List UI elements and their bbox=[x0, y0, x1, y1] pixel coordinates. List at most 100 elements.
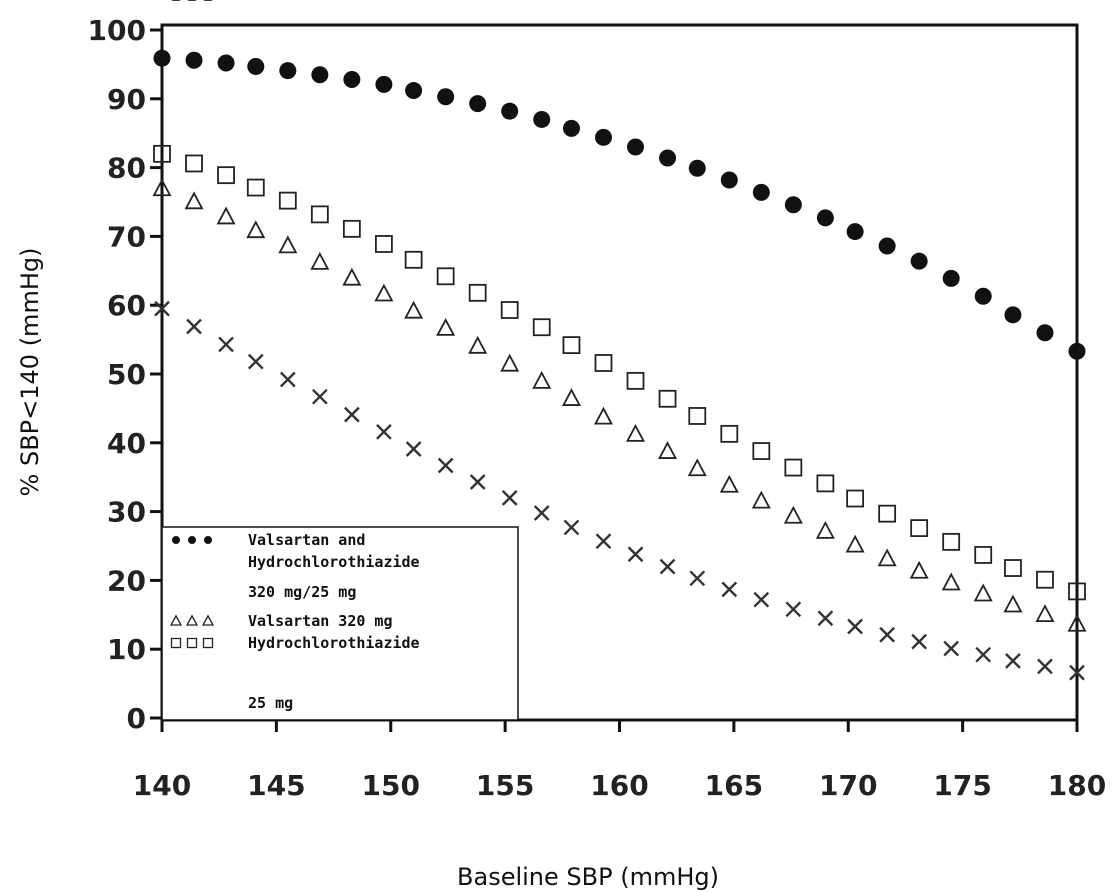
data-point bbox=[501, 102, 519, 120]
data-point bbox=[404, 300, 424, 319]
data-point bbox=[185, 51, 203, 69]
x-tick-label: 155 bbox=[476, 769, 534, 802]
data-point bbox=[1036, 570, 1054, 589]
data-point bbox=[688, 407, 707, 425]
data-point bbox=[846, 223, 864, 241]
data-point bbox=[1004, 559, 1022, 577]
data-point bbox=[247, 57, 265, 75]
data-point bbox=[311, 66, 329, 84]
data-point bbox=[500, 353, 520, 372]
data-point bbox=[469, 95, 487, 113]
legend-marker bbox=[204, 536, 212, 544]
data-point bbox=[185, 154, 203, 173]
data-point bbox=[594, 128, 612, 146]
data-point bbox=[627, 138, 645, 156]
data-point bbox=[626, 371, 645, 390]
data-point bbox=[1069, 664, 1085, 681]
data-point bbox=[376, 423, 392, 440]
series-open-triangle bbox=[152, 178, 1087, 632]
data-point bbox=[975, 646, 992, 663]
data-point bbox=[184, 191, 204, 210]
data-point bbox=[152, 178, 172, 197]
data-point bbox=[374, 283, 394, 302]
x-axis-ticks: 140 145 150 155 160 165 170 175 180 bbox=[133, 720, 1106, 802]
data-point bbox=[374, 235, 393, 253]
legend-label: Hydrochlorothiazide bbox=[248, 553, 420, 571]
data-point bbox=[153, 49, 171, 67]
data-point bbox=[942, 269, 960, 287]
legend-label: 25 mg bbox=[248, 694, 293, 712]
data-point bbox=[344, 406, 360, 423]
data-point bbox=[942, 532, 961, 551]
data-point bbox=[405, 441, 422, 457]
data-point bbox=[342, 219, 361, 238]
data-point bbox=[784, 196, 802, 214]
legend-marker bbox=[185, 614, 199, 626]
data-point bbox=[404, 250, 423, 269]
data-point bbox=[278, 191, 297, 210]
data-point bbox=[752, 183, 770, 201]
data-point bbox=[910, 252, 928, 270]
data-point bbox=[941, 572, 961, 591]
data-point bbox=[468, 283, 487, 302]
data-point bbox=[974, 287, 992, 305]
data-point bbox=[816, 209, 834, 227]
legend: Valsartan and Hydrochlorothiazide 320 mg/2… bbox=[161, 0, 519, 721]
legend-marker bbox=[202, 637, 214, 649]
data-point bbox=[246, 178, 265, 197]
legend-marker bbox=[188, 536, 196, 544]
data-point bbox=[687, 458, 707, 477]
legend-marker bbox=[201, 614, 215, 626]
data-point bbox=[217, 166, 235, 185]
data-point bbox=[154, 300, 170, 317]
legend-marker bbox=[186, 637, 198, 649]
data-point bbox=[246, 220, 266, 239]
data-point bbox=[153, 144, 171, 163]
y-tick-label: 60 bbox=[107, 289, 146, 322]
data-point bbox=[815, 520, 835, 539]
plot-area-frame bbox=[160, 23, 1079, 722]
data-point bbox=[562, 119, 580, 137]
data-point bbox=[817, 610, 834, 627]
data-point bbox=[720, 424, 739, 443]
series-filled-circle bbox=[153, 49, 1086, 360]
data-point bbox=[974, 546, 993, 564]
legend-marker bbox=[170, 637, 182, 649]
x-tick-label: 145 bbox=[247, 769, 305, 802]
data-point bbox=[846, 489, 865, 508]
x-tick-label: 175 bbox=[933, 769, 991, 802]
data-point bbox=[1003, 594, 1023, 613]
data-point bbox=[1068, 582, 1086, 601]
data-point bbox=[627, 546, 644, 563]
data-point bbox=[720, 171, 738, 189]
data-point bbox=[658, 389, 677, 408]
data-point bbox=[689, 570, 706, 587]
data-point bbox=[279, 371, 296, 388]
x-tick-label: 170 bbox=[819, 769, 877, 802]
data-point bbox=[342, 267, 362, 286]
data-point bbox=[816, 474, 835, 493]
data-point bbox=[595, 533, 612, 550]
data-point bbox=[217, 54, 235, 72]
data-point bbox=[1035, 604, 1055, 623]
data-point bbox=[753, 591, 770, 608]
data-point bbox=[562, 336, 581, 355]
data-point bbox=[469, 474, 486, 490]
data-point bbox=[1005, 653, 1021, 669]
x-tick-label: 165 bbox=[705, 769, 763, 802]
x-tick-label: 140 bbox=[133, 769, 191, 802]
data-point bbox=[310, 251, 330, 270]
data-point bbox=[533, 505, 550, 521]
y-tick-label: 70 bbox=[107, 220, 146, 253]
data-point bbox=[468, 335, 488, 354]
series-x-cross bbox=[154, 300, 1085, 681]
data-point bbox=[751, 490, 771, 509]
data-point bbox=[659, 149, 677, 167]
data-point bbox=[216, 206, 236, 225]
data-point bbox=[500, 301, 519, 319]
data-series-layer bbox=[152, 49, 1087, 681]
data-point bbox=[375, 75, 393, 93]
data-point bbox=[1067, 613, 1087, 632]
data-point bbox=[532, 318, 551, 337]
